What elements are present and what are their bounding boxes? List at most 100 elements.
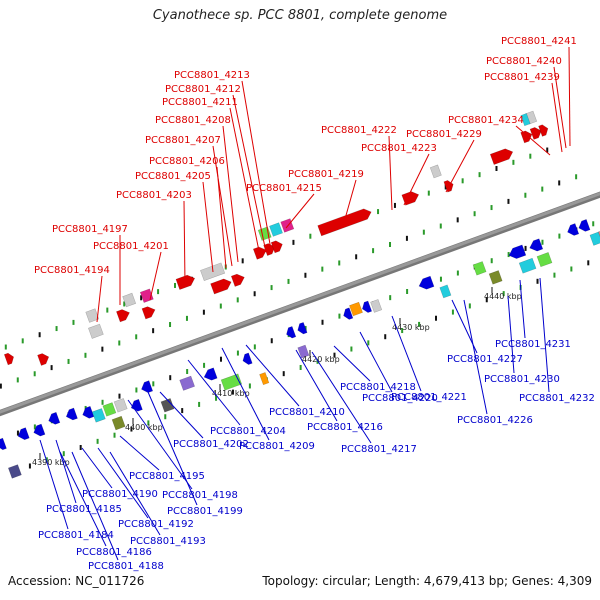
gene-box <box>122 292 137 308</box>
lower-gene-label: PCC8801_4230 <box>484 374 560 385</box>
lower-gene-label: PCC8801_4184 <box>38 530 114 541</box>
gene-reverse-arrow <box>578 219 591 232</box>
track-tick <box>507 198 510 204</box>
gene-forward-arrow <box>270 240 283 254</box>
gene-shape <box>141 306 156 320</box>
lower-gene-label: PCC8801_4209 <box>239 441 315 452</box>
gene-shape <box>520 113 531 127</box>
lower-gene-label: PCC8801_4227 <box>447 354 523 365</box>
track-tick <box>478 172 481 178</box>
track-tick <box>485 297 488 303</box>
gene-box <box>349 301 363 317</box>
track-tick <box>198 401 201 407</box>
track-tick <box>28 463 31 469</box>
gene-box <box>7 464 22 479</box>
track-tick <box>587 260 590 266</box>
track-tick <box>50 365 53 371</box>
upper-gene-label: PCC8801_4240 <box>486 56 562 67</box>
gene-forward-arrow <box>116 309 130 323</box>
upper-gene-label: PCC8801_4219 <box>288 169 364 180</box>
lower-gene-label: PCC8801_4204 <box>210 426 286 437</box>
gene-shape <box>33 423 46 437</box>
track-tick <box>592 221 595 227</box>
gene-box <box>220 373 243 391</box>
gene-shape <box>210 278 232 295</box>
track-tick <box>33 371 36 377</box>
track-tick <box>157 289 160 295</box>
gene-shape <box>0 437 7 451</box>
lower-gene-label: PCC8801_4218 <box>340 382 416 393</box>
lower-label-leader <box>147 391 198 506</box>
lower-label-leader <box>81 447 113 489</box>
scale-label: 4400 kbp <box>125 423 163 432</box>
track-tick <box>389 241 392 247</box>
track-tick <box>0 383 2 389</box>
track-tick <box>152 381 155 387</box>
upper-label-leader <box>241 80 272 251</box>
track-tick <box>439 276 442 282</box>
lower-gene-label: PCC8801_4188 <box>88 561 164 572</box>
track-tick <box>219 356 222 362</box>
gene-reverse-arrow <box>418 275 435 290</box>
lower-label-leader <box>221 347 270 441</box>
gene-reverse-arrow <box>297 321 308 335</box>
track-tick <box>389 295 392 301</box>
gene-forward-arrow <box>538 124 549 137</box>
backbone-line <box>0 192 600 414</box>
gene-shape <box>429 164 442 179</box>
gene-shape <box>567 223 580 236</box>
accession-text: Accession: NC_011726 <box>8 574 145 588</box>
gene-shape <box>37 353 50 366</box>
gene-forward-arrow <box>3 352 14 366</box>
upper-label-leader <box>551 82 563 153</box>
gene-shape <box>82 405 95 419</box>
lower-label-leader <box>55 439 77 504</box>
track-tick <box>299 364 302 370</box>
gene-shape <box>362 300 373 313</box>
gene-shape <box>508 244 527 259</box>
track-tick <box>270 338 273 344</box>
upper-label-leader <box>515 125 551 156</box>
upper-gene-label: PCC8801_4239 <box>484 72 560 83</box>
track-tick <box>570 266 573 272</box>
track-tick <box>309 233 312 239</box>
track-tick <box>418 321 421 327</box>
gene-shape <box>370 299 383 313</box>
upper-label-leader <box>553 66 567 149</box>
gene-shape <box>439 284 452 299</box>
track-tick <box>495 166 498 171</box>
gene-shape <box>488 270 503 285</box>
track-tick <box>181 408 184 414</box>
gene-forward-arrow <box>529 127 542 140</box>
gene-shape <box>472 261 487 276</box>
gene-box <box>488 270 503 285</box>
gene-box <box>429 164 442 179</box>
gene-forward-arrow <box>175 274 196 290</box>
gene-reverse-arrow <box>17 427 30 440</box>
track-tick <box>427 190 430 196</box>
track-tick <box>553 272 556 278</box>
upper-gene-label: PCC8801_4215 <box>246 183 322 194</box>
track-tick <box>248 383 251 389</box>
upper-gene-label: PCC8801_4208 <box>155 115 231 126</box>
lower-gene-label: PCC8801_4221 <box>391 392 467 403</box>
gene-shape <box>418 275 435 290</box>
gene-reverse-arrow <box>242 352 253 365</box>
track-tick <box>321 266 324 272</box>
track-tick <box>174 282 176 288</box>
track-tick <box>507 252 510 258</box>
scale-label: 4440 kbp <box>484 292 522 301</box>
gene-shape <box>116 309 130 323</box>
track-tick <box>439 223 442 229</box>
track-tick <box>372 248 375 254</box>
track-tick <box>45 457 48 463</box>
track-tick <box>130 426 133 432</box>
track-tick <box>367 340 370 346</box>
gene-shape <box>489 148 514 165</box>
upper-gene-label: PCC8801_4213 <box>174 70 250 81</box>
track-tick <box>338 313 341 319</box>
gene-shape <box>297 344 310 359</box>
gene-shape <box>175 274 196 290</box>
gene-box <box>297 344 310 359</box>
upper-label-leader <box>403 153 430 206</box>
